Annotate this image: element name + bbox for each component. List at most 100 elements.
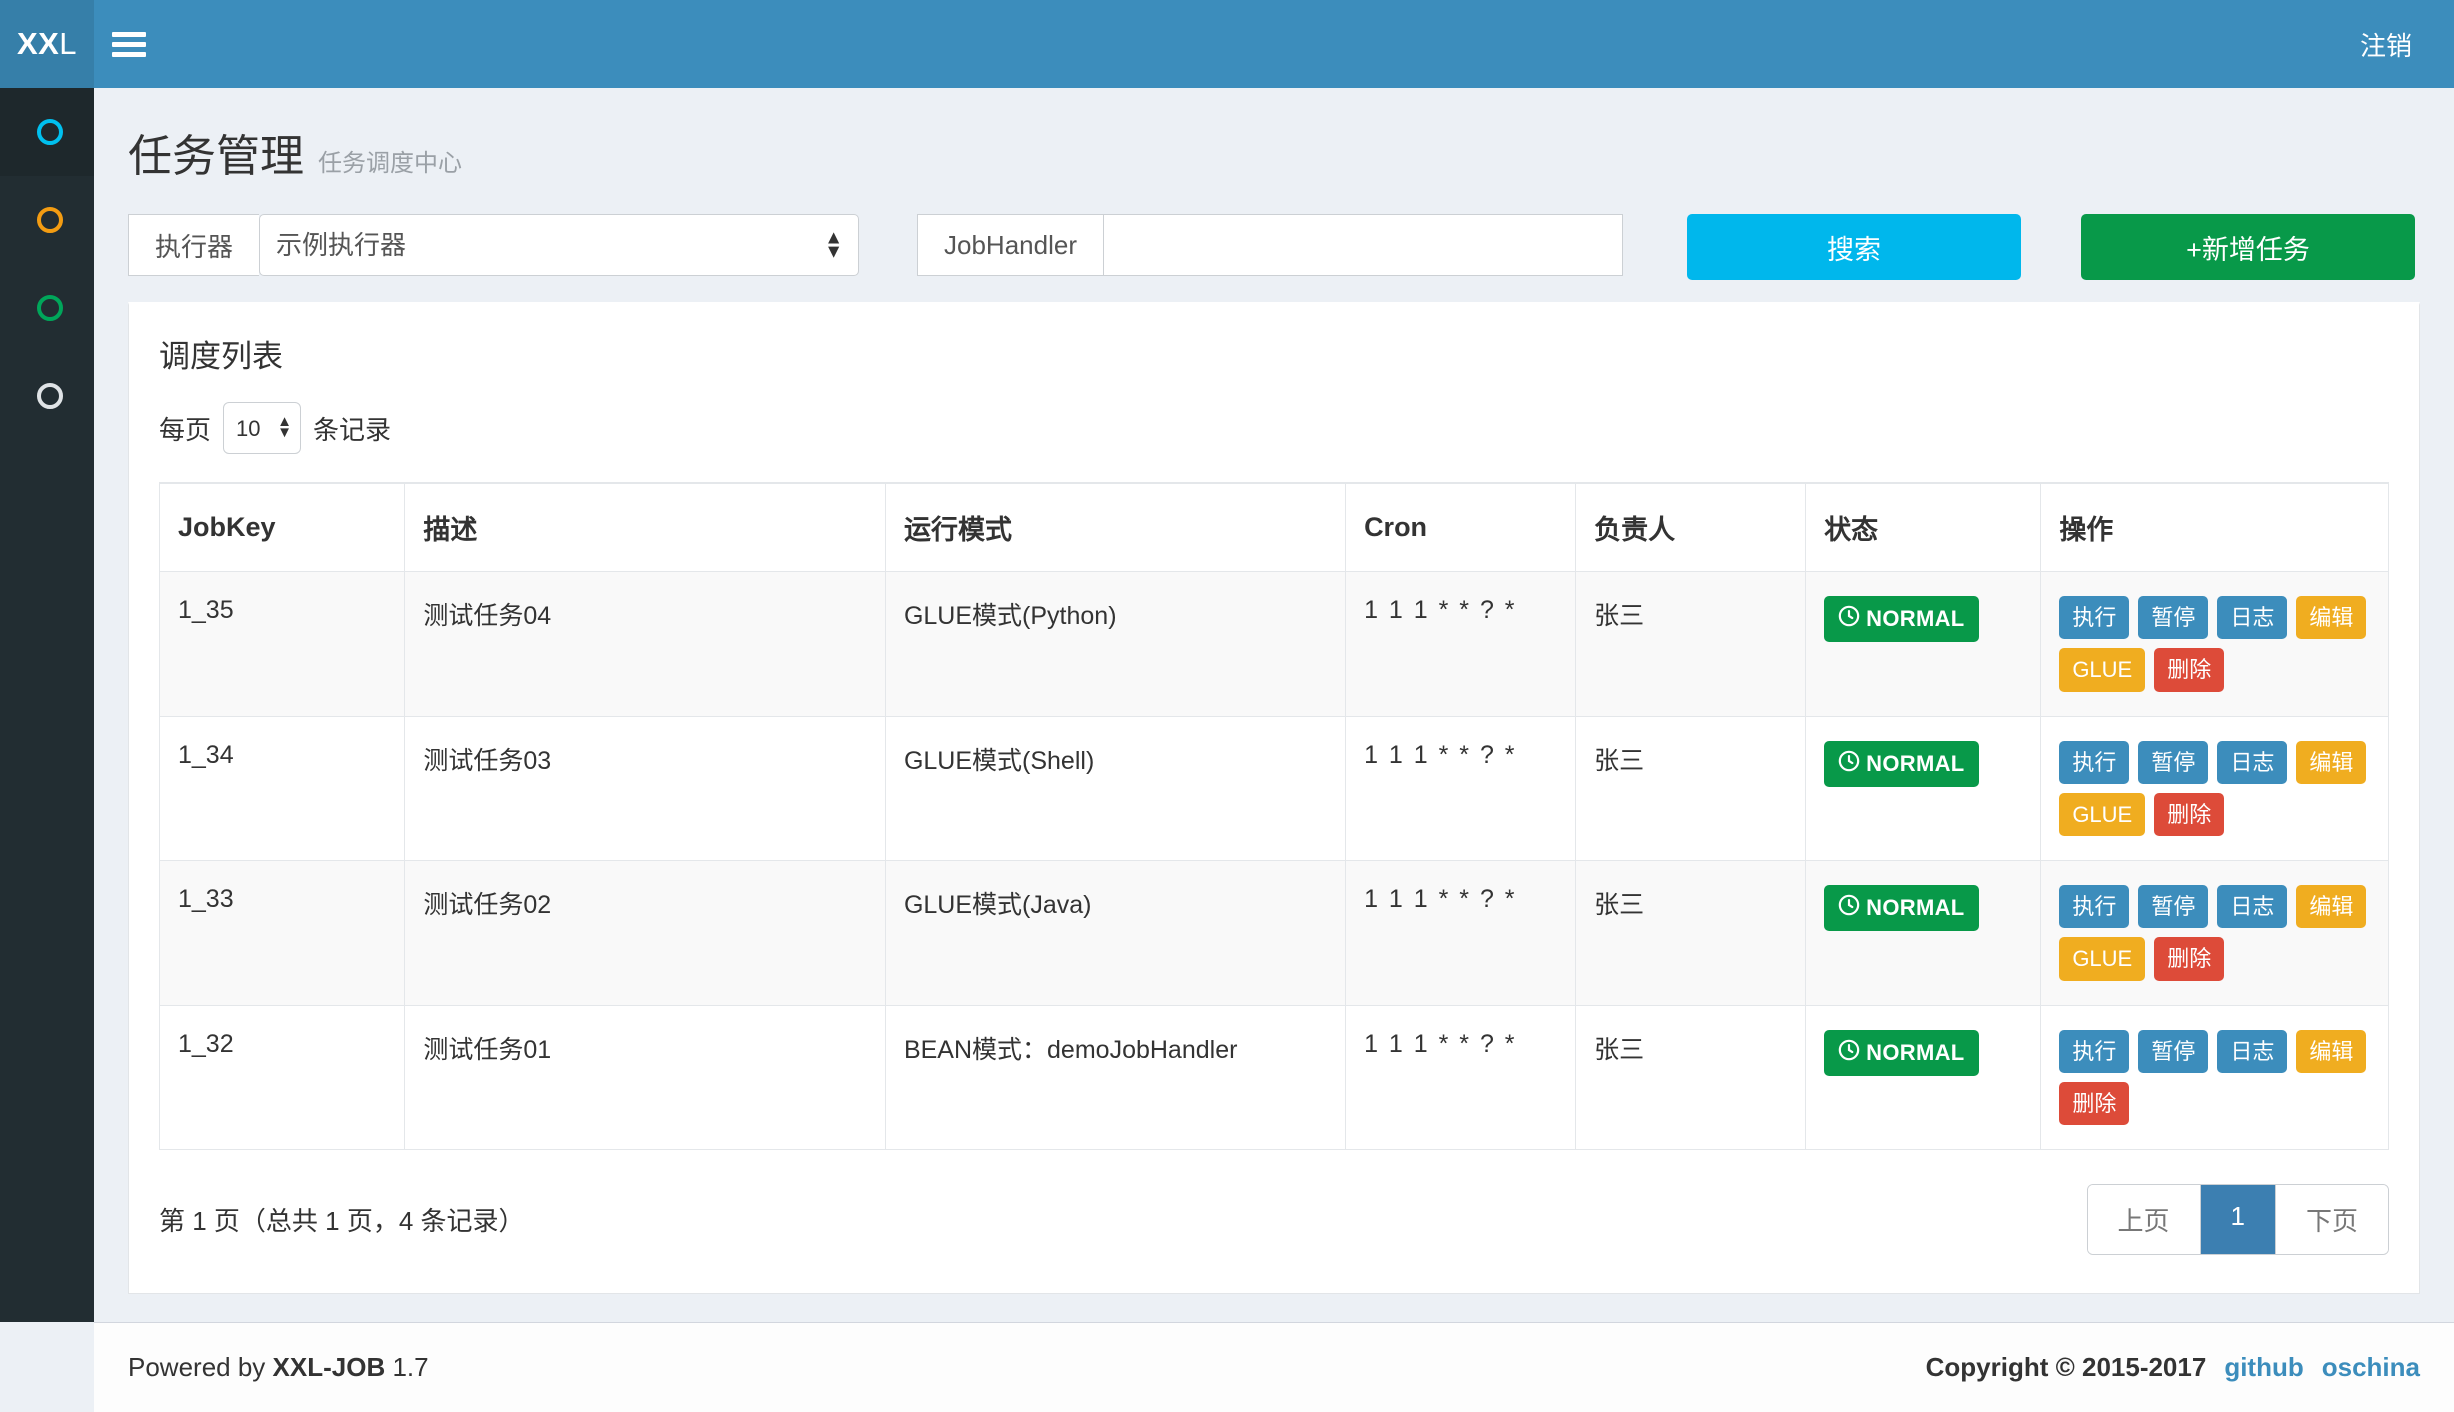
cell-operations: 执行 暂停 日志 编辑 GLUE 删除 bbox=[2040, 860, 2389, 1006]
cell-desc: 测试任务01 bbox=[404, 1004, 886, 1151]
table-row: 1_33 测试任务02 GLUE模式(Java) 1 1 1 * * ? * 张三 NOR… bbox=[158, 860, 2389, 1006]
column-header-jobkey[interactable]: JobKey bbox=[158, 482, 406, 572]
footer-link-github[interactable]: github bbox=[2224, 1352, 2304, 1382]
powered-version: 1.7 bbox=[385, 1352, 429, 1382]
circle-icon bbox=[36, 207, 63, 233]
top-navbar-right: 注销 bbox=[2346, 0, 2454, 88]
op-button-删除[interactable]: 删除 bbox=[2154, 937, 2225, 981]
cell-operations: 执行 暂停 日志 编辑删除 bbox=[2040, 1004, 2389, 1151]
circle-icon bbox=[36, 383, 63, 409]
jobs-table: JobKey 描述 运行模式 Cron 负责人 状态 操作 1_35 测试任务04… bbox=[158, 482, 2389, 1151]
op-button-执行[interactable]: 执行 bbox=[2059, 1029, 2130, 1074]
search-button[interactable]: 搜索 bbox=[1687, 214, 2021, 280]
op-button-删除[interactable]: 删除 bbox=[2059, 1082, 2130, 1126]
circle-icon bbox=[36, 119, 63, 145]
status-badge: NORMAL bbox=[1824, 740, 1979, 787]
cell-operations: 执行 暂停 日志 编辑 GLUE 删除 bbox=[2040, 571, 2389, 717]
cell-status: NORMAL bbox=[1805, 860, 2042, 1006]
column-header-cron[interactable]: Cron bbox=[1345, 482, 1577, 572]
cell-cron: 1 1 1 * * ? * bbox=[1345, 1004, 1577, 1151]
page-length-suffix: 条记录 bbox=[313, 414, 392, 445]
status-badge-label: NORMAL bbox=[1866, 606, 1965, 631]
footer-right: Copyright © 2015-2017 github oschina bbox=[1926, 1352, 2420, 1383]
powered-name: XXL-JOB bbox=[272, 1352, 386, 1382]
pagination-page-1[interactable]: 1 bbox=[2200, 1185, 2276, 1255]
content-area: 任务管理 任务调度中心 执行器 示例执行器 ▲ ▼ JobHandler bbox=[94, 88, 2454, 1322]
cell-mode: GLUE模式(Shell) bbox=[884, 715, 1347, 862]
status-badge-label: NORMAL bbox=[1866, 750, 1965, 776]
cell-owner: 张三 bbox=[1575, 571, 1807, 717]
op-button-GLUE[interactable]: GLUE bbox=[2059, 792, 2146, 837]
jobs-panel: 调度列表 每页 10 ▲ ▼ 条记录 bbox=[128, 302, 2420, 1295]
add-job-button[interactable]: +新增任务 bbox=[2081, 214, 2415, 280]
op-button-GLUE[interactable]: GLUE bbox=[2059, 937, 2146, 981]
cell-owner: 张三 bbox=[1575, 860, 1807, 1006]
top-navbar: XX L 注销 bbox=[0, 0, 2454, 88]
cell-mode: GLUE模式(Java) bbox=[884, 860, 1347, 1006]
op-button-日志[interactable]: 日志 bbox=[2217, 1029, 2288, 1074]
cell-desc: 测试任务02 bbox=[404, 860, 886, 1006]
op-button-GLUE[interactable]: GLUE bbox=[2059, 648, 2146, 692]
status-badge-label: NORMAL bbox=[1866, 1039, 1965, 1065]
jobhandler-input[interactable] bbox=[1103, 214, 1623, 276]
sidebar-item-4[interactable] bbox=[0, 352, 94, 440]
op-button-日志[interactable]: 日志 bbox=[2217, 596, 2288, 640]
column-header-mode[interactable]: 运行模式 bbox=[884, 482, 1347, 572]
powered-prefix: Powered by bbox=[128, 1352, 273, 1382]
footer-link-oschina[interactable]: oschina bbox=[2321, 1352, 2420, 1382]
clock-icon bbox=[1838, 750, 1860, 778]
sidebar-item-2[interactable] bbox=[0, 176, 94, 264]
jobhandler-group: JobHandler bbox=[917, 214, 1623, 276]
op-button-日志[interactable]: 日志 bbox=[2217, 885, 2288, 929]
cell-mode: GLUE模式(Python) bbox=[884, 571, 1347, 717]
op-button-执行[interactable]: 执行 bbox=[2059, 740, 2130, 784]
status-badge-label: NORMAL bbox=[1866, 895, 1965, 921]
op-button-删除[interactable]: 删除 bbox=[2154, 792, 2225, 837]
page-length-select[interactable]: 10 bbox=[223, 402, 302, 454]
circle-icon bbox=[36, 295, 63, 321]
op-button-编辑[interactable]: 编辑 bbox=[2296, 596, 2367, 640]
pagination-next[interactable]: 下页 bbox=[2275, 1185, 2388, 1255]
pagination-prev[interactable]: 上页 bbox=[2087, 1185, 2201, 1255]
cell-desc: 测试任务03 bbox=[404, 715, 886, 862]
app-logo[interactable]: XX L bbox=[0, 0, 94, 88]
op-button-编辑[interactable]: 编辑 bbox=[2296, 885, 2367, 929]
operation-button-group: 执行 暂停 日志 编辑 GLUE 删除 bbox=[2059, 740, 2369, 837]
op-button-编辑[interactable]: 编辑 bbox=[2296, 740, 2367, 784]
table-header-row: JobKey 描述 运行模式 Cron 负责人 状态 操作 bbox=[158, 482, 2389, 572]
pagination-row: 第 1 页（总共 1 页，4 条记录） 上页 1 下页 bbox=[129, 1150, 2419, 1293]
sidebar-item-3[interactable] bbox=[0, 264, 94, 352]
sidebar-item-1[interactable] bbox=[0, 88, 94, 176]
hamburger-icon[interactable] bbox=[94, 0, 164, 88]
op-button-暂停[interactable]: 暂停 bbox=[2138, 740, 2209, 784]
op-button-暂停[interactable]: 暂停 bbox=[2138, 596, 2209, 640]
column-header-ops[interactable]: 操作 bbox=[2040, 482, 2389, 572]
clock-icon bbox=[1838, 1039, 1860, 1067]
page-length-control: 每页 10 ▲ ▼ 条记录 bbox=[129, 380, 2419, 454]
logout-link[interactable]: 注销 bbox=[2359, 30, 2412, 61]
clock-icon bbox=[1838, 605, 1860, 633]
operation-button-group: 执行 暂停 日志 编辑 GLUE 删除 bbox=[2059, 885, 2369, 981]
op-button-删除[interactable]: 删除 bbox=[2154, 648, 2225, 692]
cell-cron: 1 1 1 * * ? * bbox=[1345, 860, 1577, 1006]
op-button-日志[interactable]: 日志 bbox=[2217, 740, 2288, 784]
column-header-owner[interactable]: 负责人 bbox=[1575, 482, 1807, 572]
cell-owner: 张三 bbox=[1575, 1004, 1807, 1151]
jobs-table-body: 1_35 测试任务04 GLUE模式(Python) 1 1 1 * * ? * 张三 N… bbox=[158, 571, 2389, 1151]
cell-jobkey: 1_33 bbox=[158, 860, 406, 1006]
page-footer: Powered by XXL-JOB 1.7 Copyright © 2015-… bbox=[94, 1322, 2454, 1412]
op-button-执行[interactable]: 执行 bbox=[2059, 885, 2130, 929]
executor-select[interactable]: 示例执行器 bbox=[259, 214, 860, 276]
table-row: 1_32 测试任务01 BEAN模式：demoJobHandler 1 1 1 * *… bbox=[158, 1004, 2389, 1151]
status-badge: NORMAL bbox=[1824, 1029, 1979, 1076]
op-button-暂停[interactable]: 暂停 bbox=[2138, 885, 2209, 929]
op-button-暂停[interactable]: 暂停 bbox=[2138, 1029, 2209, 1074]
column-header-status[interactable]: 状态 bbox=[1805, 482, 2042, 572]
op-button-执行[interactable]: 执行 bbox=[2059, 596, 2130, 640]
page-header: 任务管理 任务调度中心 bbox=[94, 88, 2454, 190]
operation-button-group: 执行 暂停 日志 编辑 GLUE 删除 bbox=[2059, 596, 2369, 692]
op-button-编辑[interactable]: 编辑 bbox=[2296, 1029, 2367, 1074]
column-header-desc[interactable]: 描述 bbox=[404, 482, 886, 572]
cell-status: NORMAL bbox=[1805, 1004, 2042, 1151]
status-badge: NORMAL bbox=[1824, 596, 1979, 642]
